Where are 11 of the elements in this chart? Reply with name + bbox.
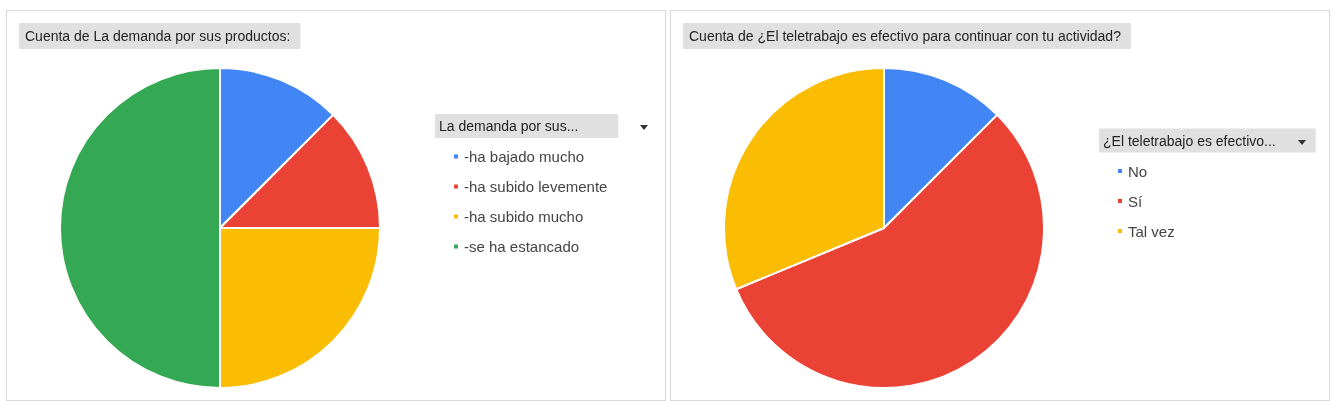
legend-label: -ha bajado mucho xyxy=(464,148,585,165)
legend-title: ¿El teletrabajo es efectivo... xyxy=(1103,132,1276,149)
chart-title: Cuenta de ¿El teletrabajo es efectivo para continuar con tu actividad? xyxy=(689,28,1122,44)
legend-label: -se ha estancado xyxy=(464,238,580,255)
legend-label: Tal vez xyxy=(1128,222,1175,240)
legend-label: No xyxy=(1128,162,1148,180)
legend-label: -ha subido levemente xyxy=(464,178,608,195)
legend-label: Sí xyxy=(1128,192,1143,210)
legend-title: La demanda por sus... xyxy=(439,118,579,134)
legend-label: -ha subido mucho xyxy=(464,208,584,225)
chart-title: Cuenta de La demanda por sus productos: xyxy=(25,28,291,44)
